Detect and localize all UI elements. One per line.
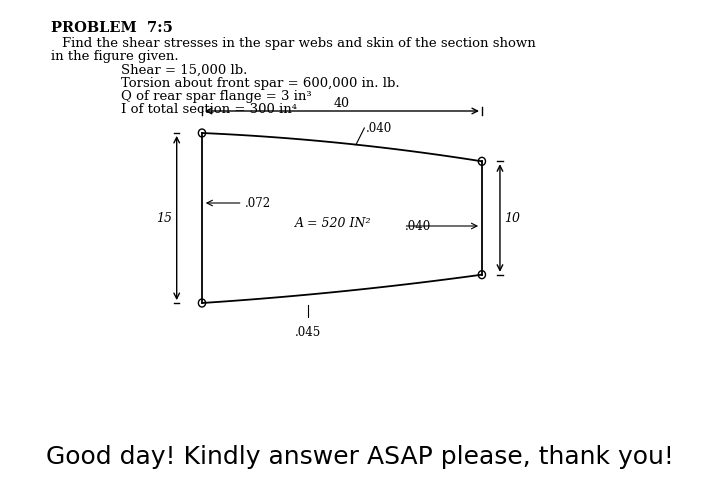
Text: in the figure given.: in the figure given. [51,50,179,63]
Text: 10: 10 [505,212,521,225]
Text: 15: 15 [156,212,172,225]
Text: A = 520 IN²: A = 520 IN² [294,217,372,230]
Text: .040: .040 [366,122,392,135]
Text: .045: .045 [295,325,321,338]
Text: I of total section = 300 in⁴: I of total section = 300 in⁴ [121,103,297,116]
Text: Torsion about front spar = 600,000 in. lb.: Torsion about front spar = 600,000 in. l… [121,77,400,90]
Text: Q of rear spar flange = 3 in³: Q of rear spar flange = 3 in³ [121,90,311,103]
Text: Shear = 15,000 lb.: Shear = 15,000 lb. [121,64,247,77]
Text: Find the shear stresses in the spar webs and skin of the section shown: Find the shear stresses in the spar webs… [62,37,536,50]
Text: 40: 40 [334,97,350,110]
Text: .072: .072 [244,197,271,210]
Text: Good day! Kindly answer ASAP please, thank you!: Good day! Kindly answer ASAP please, tha… [46,444,674,468]
Text: .040: .040 [405,220,431,233]
Text: PROBLEM  7:5: PROBLEM 7:5 [51,21,173,35]
